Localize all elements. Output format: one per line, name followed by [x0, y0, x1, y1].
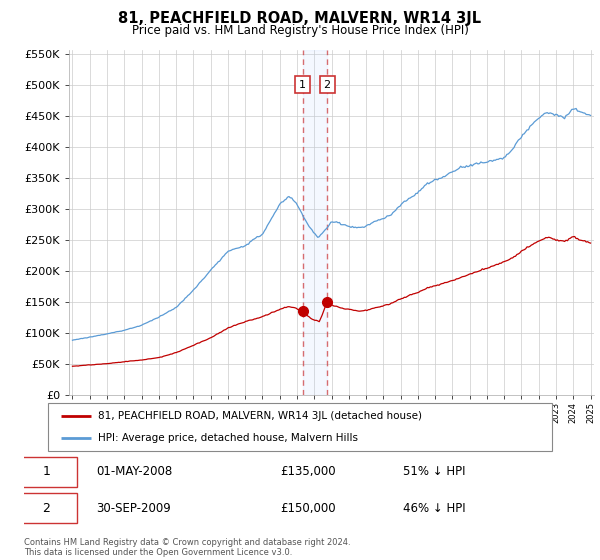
- Text: 2: 2: [43, 502, 50, 515]
- Text: 81, PEACHFIELD ROAD, MALVERN, WR14 3JL: 81, PEACHFIELD ROAD, MALVERN, WR14 3JL: [118, 11, 482, 26]
- Text: 30-SEP-2009: 30-SEP-2009: [97, 502, 171, 515]
- Text: Price paid vs. HM Land Registry's House Price Index (HPI): Price paid vs. HM Land Registry's House …: [131, 24, 469, 36]
- Text: 01-MAY-2008: 01-MAY-2008: [97, 465, 173, 478]
- FancyBboxPatch shape: [16, 456, 77, 487]
- Text: £135,000: £135,000: [281, 465, 337, 478]
- Text: 1: 1: [299, 80, 306, 90]
- Text: HPI: Average price, detached house, Malvern Hills: HPI: Average price, detached house, Malv…: [98, 433, 358, 443]
- Text: £150,000: £150,000: [281, 502, 337, 515]
- Text: 81, PEACHFIELD ROAD, MALVERN, WR14 3JL (detached house): 81, PEACHFIELD ROAD, MALVERN, WR14 3JL (…: [98, 411, 422, 421]
- Text: 46% ↓ HPI: 46% ↓ HPI: [403, 502, 466, 515]
- Text: 51% ↓ HPI: 51% ↓ HPI: [403, 465, 466, 478]
- FancyBboxPatch shape: [16, 493, 77, 524]
- Text: 2: 2: [323, 80, 331, 90]
- Text: Contains HM Land Registry data © Crown copyright and database right 2024.
This d: Contains HM Land Registry data © Crown c…: [24, 538, 350, 557]
- Text: 1: 1: [43, 465, 50, 478]
- Bar: [302, 50, 327, 395]
